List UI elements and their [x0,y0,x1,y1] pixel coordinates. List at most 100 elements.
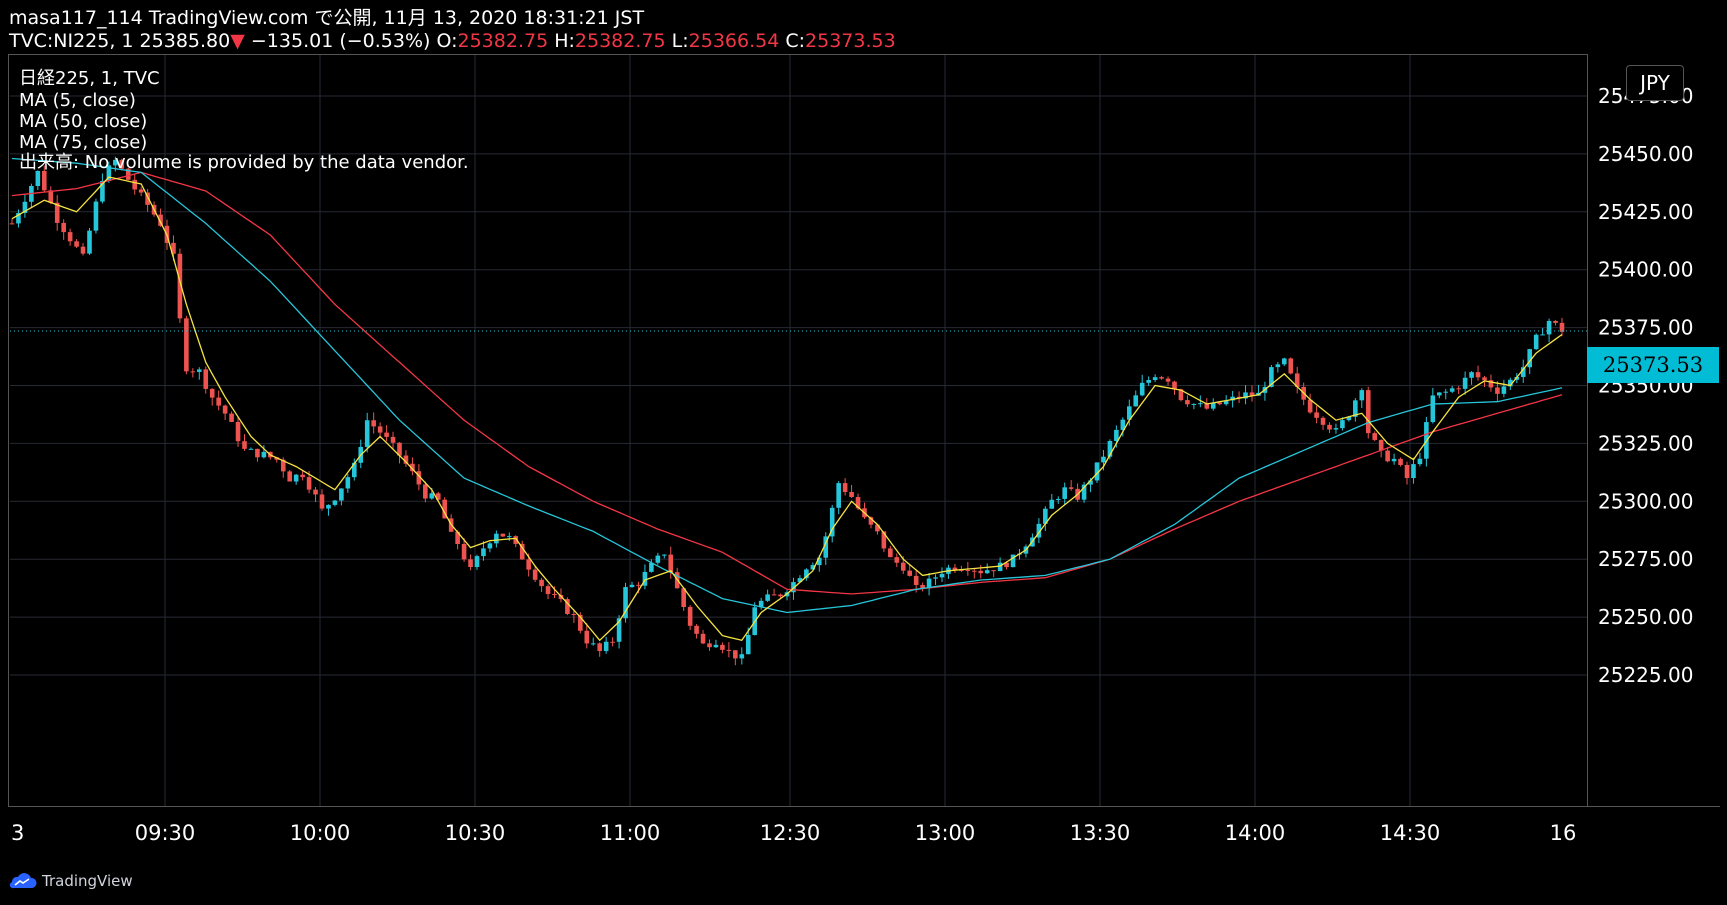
candle-body [636,584,641,586]
candle-body [649,562,654,572]
candle-body [1081,484,1087,500]
ma75-line [11,171,1563,595]
candle-body [196,369,202,372]
candle-body [442,499,448,519]
candle-body [138,189,144,193]
candle-body [804,569,809,579]
candle-body [694,625,699,634]
candle-body [332,500,338,505]
candle-body [481,548,486,557]
candle-body [778,594,783,597]
legend-ma75[interactable]: MA (75, close) [19,132,148,153]
change-value: −135.01 (−0.53%) [244,30,437,52]
candle-body [209,388,215,398]
candle-body [791,582,796,593]
candle-body [1159,377,1164,379]
low-label: L: [671,30,689,52]
candle-body [177,253,183,319]
price-tick-label: 25225.00 [1598,663,1693,687]
candle-body [35,170,41,186]
candle-body [319,494,325,509]
candle-body [610,641,615,643]
candle-body [113,159,118,166]
candle-body [1068,487,1074,489]
tradingview-cloud-icon [9,873,37,889]
legend-ma50[interactable]: MA (50, close) [19,111,148,132]
last-price-tag: 25373.53 [1587,347,1719,383]
symbol-ohlc-line: TVC:NI225, 1 25385.80▼ −135.01 (−0.53%) … [9,30,896,52]
candle-body [1456,388,1461,390]
candle-body [920,584,925,589]
candle-body [1495,387,1500,394]
candle-body [326,504,331,509]
candle-body [364,420,370,447]
legend-ma5[interactable]: MA (5, close) [19,90,136,111]
candle-body [345,477,351,489]
candle-body [1372,433,1378,440]
candle-body [390,436,396,443]
candle-body [1553,320,1558,323]
candle-body [1249,392,1255,396]
candle-body [54,202,60,223]
candle-body [1307,399,1313,413]
close-value: 25373.53 [805,30,896,52]
high-value: 25382.75 [574,30,666,52]
open-value: 25382.75 [457,30,549,52]
candle-body [578,615,583,631]
candle-body [539,579,544,587]
brand-logo[interactable]: TradingView [8,872,133,890]
time-tick-label: 10:00 [290,821,351,845]
candle-body [1049,499,1055,509]
candle-body [487,543,493,549]
candle-body [1294,373,1300,387]
candle-body [603,641,609,652]
candle-body [1120,419,1126,430]
candle-body [1217,402,1223,405]
candle-body [836,483,841,508]
candle-body [203,369,209,389]
currency-button[interactable]: JPY [1626,65,1684,101]
legend-symbol[interactable]: 日経225, 1, TVC [19,68,160,89]
symbol-and-price: TVC:NI225, 1 25385.80 [9,30,231,52]
candle-body [48,190,54,203]
candle-body [300,474,305,478]
candle-body [184,318,189,372]
candle-body [855,497,861,509]
candle-body [991,570,996,572]
candle-body [1359,390,1365,401]
candle-body [190,371,196,373]
price-tick-label: 25300.00 [1598,489,1693,513]
candle-body [797,578,803,583]
candle-body [1482,377,1487,381]
candle-body [1178,389,1184,401]
candle-body [829,507,835,537]
candle-body [1165,378,1171,382]
candle-body [1546,320,1552,335]
candle-body [410,463,415,472]
candle-body [306,477,312,490]
candle-body [720,644,725,650]
time-tick-label: 10:30 [445,821,506,845]
candle-body [41,170,47,191]
candle-body [455,531,460,545]
time-tick-label: 13:00 [915,821,976,845]
candle-body [545,586,551,595]
candle-body [823,536,829,558]
candle-body [67,232,73,242]
candle-body [1230,396,1235,401]
candle-body [1088,480,1093,485]
candle-body [888,548,893,558]
candle-body [842,483,848,492]
candle-body [100,180,105,202]
candle-body [765,594,770,601]
candle-body [997,562,1003,572]
candle-body [261,451,267,458]
candle-body [293,474,299,482]
candle-body [1172,381,1177,390]
candle-body [1204,403,1210,409]
candle-body [242,441,247,449]
candle-body [623,587,628,619]
price-tick-label: 25250.00 [1598,605,1693,629]
candle-body [1191,403,1197,405]
